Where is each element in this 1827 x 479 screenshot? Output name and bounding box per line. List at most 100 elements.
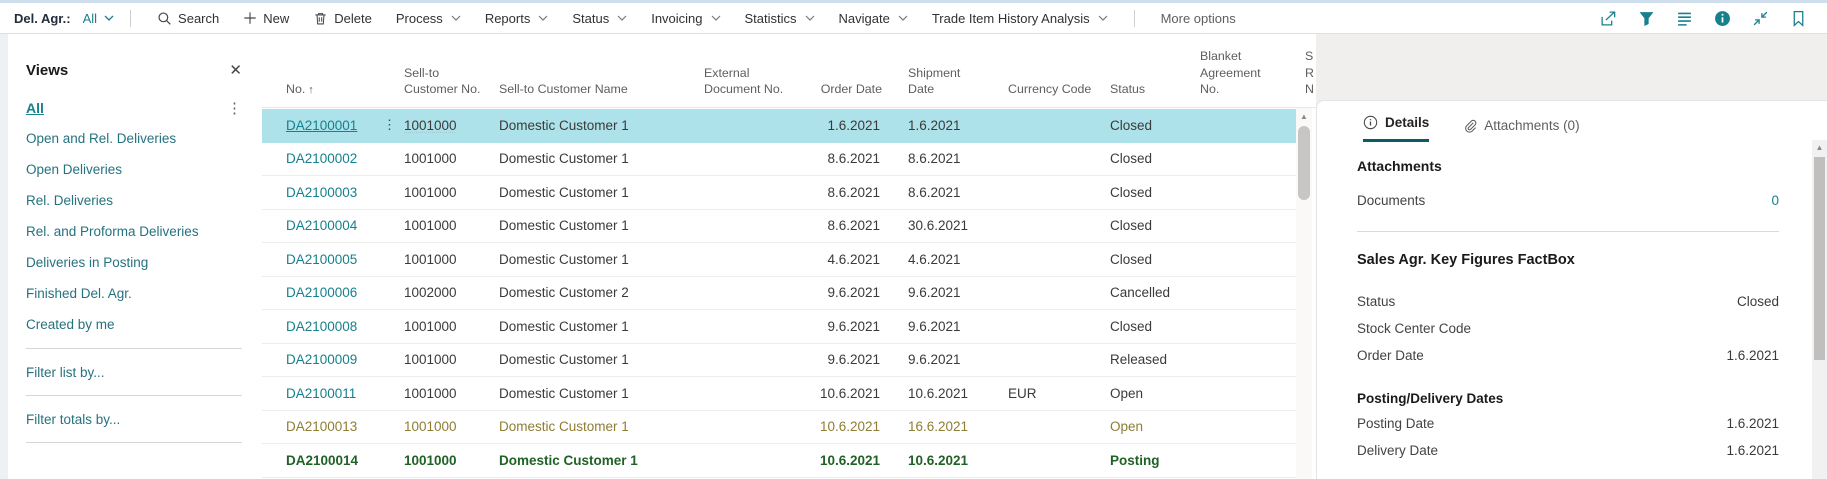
view-item-rel-and-proforma-deliveries[interactable]: Rel. and Proforma Deliveries: [26, 224, 199, 239]
delete-button[interactable]: Delete: [303, 3, 382, 34]
table-row[interactable]: DA2100004 1001000 Domestic Customer 1 8.…: [262, 210, 1296, 243]
status-menu[interactable]: Status: [562, 3, 637, 34]
cell-sell-to-customer-name: Domestic Customer 1: [499, 318, 629, 334]
documents-count-link[interactable]: 0: [1771, 193, 1779, 208]
trash-icon: [315, 12, 326, 24]
agreement-no-link[interactable]: DA2100004: [286, 218, 358, 234]
table-row[interactable]: DA2100009 1001000 Domestic Customer 1 9.…: [262, 344, 1296, 377]
filter-icon[interactable]: [1638, 10, 1655, 27]
chevron-down-icon: [451, 15, 461, 21]
column-header-order-date[interactable]: Order Date: [820, 82, 882, 97]
collapse-icon[interactable]: [1752, 10, 1769, 27]
tab-attachments[interactable]: Attachments (0): [1463, 118, 1580, 142]
factbox-scrollbar-thumb[interactable]: [1814, 157, 1825, 360]
view-item-open-deliveries[interactable]: Open Deliveries: [26, 162, 123, 177]
cell-order-date: 10.6.2021: [819, 385, 880, 401]
agreement-no-link[interactable]: DA2100008: [286, 318, 358, 334]
filter-list-by-link[interactable]: Filter list by...: [26, 364, 105, 380]
table-row[interactable]: DA2100005 1001000 Domestic Customer 1 4.…: [262, 243, 1296, 277]
chevron-down-icon: [898, 15, 908, 21]
bookmark-icon[interactable]: [1790, 10, 1807, 27]
table-body: DA2100001 ⋮ 1001000 Domestic Customer 1 1…: [262, 109, 1296, 478]
view-item-deliveries-in-posting[interactable]: Deliveries in Posting: [26, 255, 149, 270]
cell-sell-to-customer-no: 1001000: [404, 184, 457, 200]
table-scrollbar-thumb[interactable]: [1298, 126, 1310, 200]
column-header-no[interactable]: No. ↑: [286, 82, 314, 97]
column-header-sell-to-customer-no[interactable]: Sell-to Customer No.: [404, 65, 481, 97]
cell-status: Closed: [1110, 318, 1153, 334]
list-icon[interactable]: [1676, 10, 1693, 27]
table-row[interactable]: DA2100011 1001000 Domestic Customer 1 10…: [262, 377, 1296, 411]
agreement-no-link[interactable]: DA2100001: [286, 117, 358, 133]
column-header-truncated[interactable]: S R N: [1305, 48, 1314, 97]
view-selector[interactable]: All: [83, 11, 114, 26]
cell-status: Released: [1110, 352, 1168, 368]
documents-row: Documents 0: [1357, 187, 1779, 214]
table-row[interactable]: DA2100008 1001000 Domestic Customer 1 9.…: [262, 310, 1296, 344]
info-icon[interactable]: [1714, 10, 1731, 27]
more-options-button[interactable]: More options: [1160, 10, 1236, 26]
new-button[interactable]: New: [233, 3, 299, 34]
view-item-open-and-rel-deliveries[interactable]: Open and Rel. Deliveries: [26, 131, 177, 146]
agreement-no-link[interactable]: DA2100002: [286, 151, 358, 167]
cell-status: Open: [1110, 385, 1144, 401]
cell-order-date: 9.6.2021: [827, 285, 880, 301]
cell-sell-to-customer-name: Domestic Customer 1: [499, 419, 629, 435]
table-row[interactable]: DA2100014 1001000 Domestic Customer 1 10…: [262, 444, 1296, 478]
agreement-no-link[interactable]: DA2100013: [286, 419, 358, 435]
table-scrollbar[interactable]: ▲: [1296, 108, 1312, 479]
filter-totals-by-link[interactable]: Filter totals by...: [26, 411, 121, 427]
cell-currency-code: EUR: [1008, 385, 1037, 401]
row-ellipsis-icon[interactable]: ⋮: [383, 117, 396, 133]
column-header-shipment-date[interactable]: Shipment Date: [908, 65, 961, 97]
scroll-up-icon[interactable]: ▲: [1815, 143, 1824, 152]
chevron-down-icon: [1098, 15, 1108, 21]
agreement-no-link[interactable]: DA2100005: [286, 251, 358, 267]
process-menu[interactable]: Process: [386, 3, 471, 34]
sort-ascending-icon: ↑: [308, 84, 314, 97]
chevron-down-icon: [538, 15, 548, 21]
close-icon[interactable]: ✕: [229, 62, 242, 79]
table-row[interactable]: DA2100003 1001000 Domestic Customer 1 8.…: [262, 176, 1296, 210]
cell-order-date: 9.6.2021: [827, 318, 880, 334]
cell-sell-to-customer-no: 1001000: [404, 419, 457, 435]
factbox-scrollbar[interactable]: ▲: [1812, 140, 1827, 479]
agreement-no-link[interactable]: DA2100011: [286, 385, 357, 401]
table-row[interactable]: DA2100002 1001000 Domestic Customer 1 8.…: [262, 143, 1296, 176]
column-header-external-document-no[interactable]: External Document No.: [704, 65, 784, 97]
cell-sell-to-customer-name: Domestic Customer 1: [499, 251, 629, 267]
column-header-sell-to-customer-name[interactable]: Sell-to Customer Name: [499, 82, 628, 97]
tab-details[interactable]: Details: [1363, 115, 1430, 142]
share-icon[interactable]: [1600, 10, 1617, 27]
table-row[interactable]: DA2100006 1002000 Domestic Customer 2 9.…: [262, 277, 1296, 310]
invoicing-menu[interactable]: Invoicing: [641, 3, 730, 34]
view-item-finished-del-agr[interactable]: Finished Del. Agr.: [26, 286, 132, 301]
page-caption: Del. Agr.:: [14, 10, 71, 26]
navigate-menu[interactable]: Navigate: [829, 3, 918, 34]
agreement-no-link[interactable]: DA2100003: [286, 184, 358, 200]
column-header-currency-code[interactable]: Currency Code: [1008, 82, 1092, 97]
agreement-no-link[interactable]: DA2100006: [286, 285, 358, 301]
trade-item-history-analysis-menu[interactable]: Trade Item History Analysis: [922, 3, 1118, 34]
table-header-row: No. ↑ Sell-to Customer No. Sell-to Custom…: [262, 34, 1322, 108]
cell-sell-to-customer-no: 1001000: [404, 352, 457, 368]
column-header-blanket-agreement-no[interactable]: Blanket Agreement No.: [1200, 48, 1261, 97]
agreement-no-link[interactable]: DA2100014: [286, 452, 359, 468]
table-row[interactable]: DA2100013 1001000 Domestic Customer 1 10…: [262, 411, 1296, 444]
view-item-all[interactable]: All: [26, 100, 44, 116]
search-button[interactable]: Search: [147, 3, 229, 34]
cell-sell-to-customer-name: Domestic Customer 1: [499, 117, 629, 133]
order-date-row: Order Date 1.6.2021: [1357, 348, 1779, 363]
scroll-up-icon[interactable]: ▲: [1300, 112, 1308, 121]
table-row[interactable]: DA2100001 ⋮ 1001000 Domestic Customer 1 1…: [262, 109, 1296, 143]
view-options-ellipsis-icon[interactable]: ⋮: [227, 100, 242, 117]
cell-order-date: 10.6.2021: [819, 452, 880, 468]
cell-sell-to-customer-name: Domestic Customer 1: [499, 218, 629, 234]
statistics-menu[interactable]: Statistics: [735, 3, 825, 34]
view-item-created-by-me[interactable]: Created by me: [26, 317, 115, 332]
reports-menu[interactable]: Reports: [475, 3, 559, 34]
view-item-rel-deliveries[interactable]: Rel. Deliveries: [26, 193, 114, 208]
column-header-status[interactable]: Status: [1110, 82, 1146, 97]
agreement-no-link[interactable]: DA2100009: [286, 352, 358, 368]
cell-order-date: 1.6.2021: [827, 117, 880, 133]
